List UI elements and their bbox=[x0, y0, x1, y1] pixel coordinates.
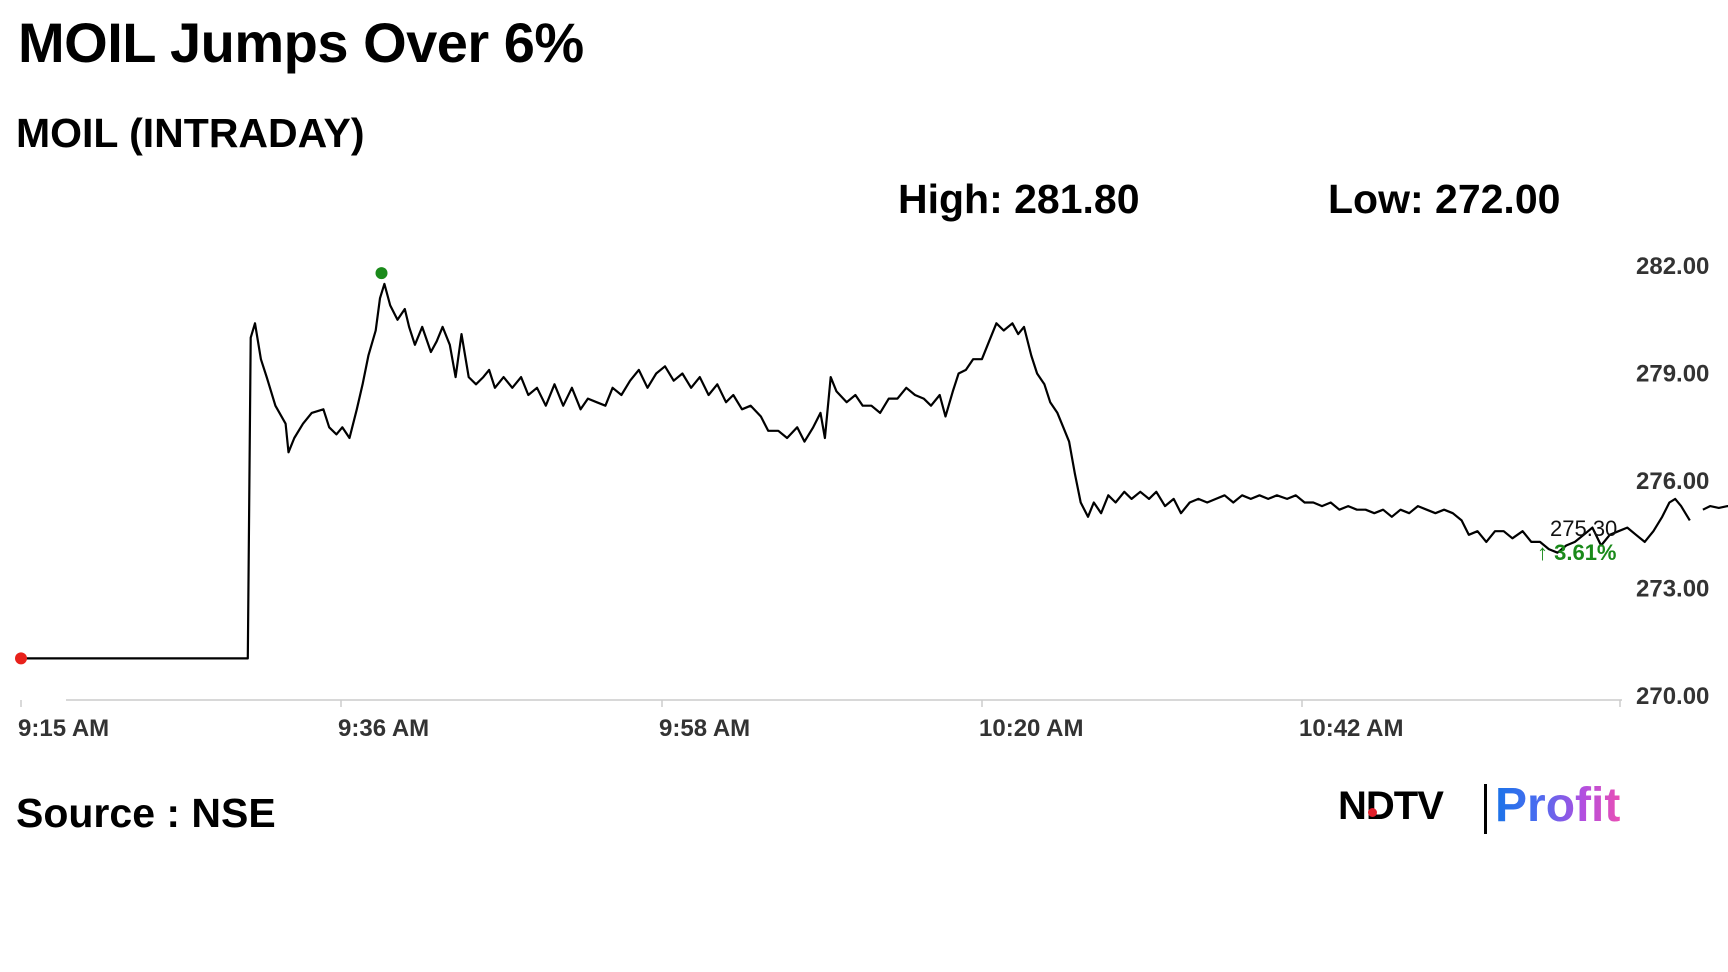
last-price-label: 275.30 bbox=[1550, 516, 1617, 541]
y-tick-label: 282.00 bbox=[1636, 253, 1709, 280]
chart-axes bbox=[20, 699, 1622, 707]
x-tick-label: 9:15 AM bbox=[18, 715, 109, 742]
x-tick-label: 10:20 AM bbox=[979, 715, 1083, 742]
y-tick-label: 270.00 bbox=[1636, 683, 1709, 710]
y-tick-label: 279.00 bbox=[1636, 361, 1709, 388]
day-low-label: Low: 272.00 bbox=[1328, 176, 1561, 222]
chart-headline: MOIL Jumps Over 6% bbox=[18, 11, 584, 74]
ndtv-profit-logo: NDTV Profit bbox=[1338, 779, 1638, 840]
source-note: Source : NSE bbox=[16, 790, 276, 836]
change-percent-label: ↑ 3.61% bbox=[1537, 540, 1617, 565]
day-high-marker bbox=[375, 267, 388, 280]
price-series bbox=[21, 282, 1728, 660]
price-line-segment-2 bbox=[1702, 505, 1728, 511]
y-tick-label: 276.00 bbox=[1636, 468, 1709, 495]
x-tick-label: 9:58 AM bbox=[659, 715, 750, 742]
x-tick-label: 9:36 AM bbox=[338, 715, 429, 742]
logo-red-dot bbox=[1368, 808, 1377, 817]
chart-labels: 9:15 AM 9:36 AM 9:58 AM 10:20 AM 10:42 AM 270… bbox=[18, 253, 1709, 742]
logo-divider bbox=[1484, 784, 1487, 834]
logo-ndtv-text: NDTV bbox=[1338, 784, 1444, 828]
x-tick-label: 10:42 AM bbox=[1299, 715, 1403, 742]
price-line-segment-1 bbox=[21, 282, 1691, 660]
y-tick-label: 273.00 bbox=[1636, 576, 1709, 603]
chart-title: MOIL (INTRADAY) bbox=[16, 110, 365, 156]
day-high-label: High: 281.80 bbox=[898, 176, 1140, 222]
logo-profit-text: Profit bbox=[1495, 779, 1621, 832]
chart-markers bbox=[15, 267, 388, 665]
intraday-line-chart: 9:15 AM 9:36 AM 9:58 AM 10:20 AM 10:42 AM 270… bbox=[15, 253, 1728, 742]
open-price-marker bbox=[15, 652, 27, 665]
